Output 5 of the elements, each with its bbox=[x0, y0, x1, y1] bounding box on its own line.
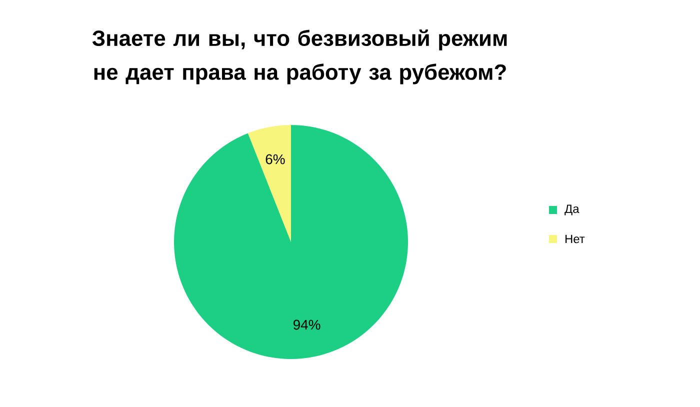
legend-label: Нет bbox=[566, 234, 585, 244]
chart-title: Знаете ли вы, что безвизовый режим не дает права на работу за рубежом? bbox=[92, 30, 507, 84]
legend-label: Да bbox=[564, 204, 580, 216]
data-label: 94% bbox=[293, 320, 320, 330]
data-label: 6% bbox=[266, 154, 285, 164]
